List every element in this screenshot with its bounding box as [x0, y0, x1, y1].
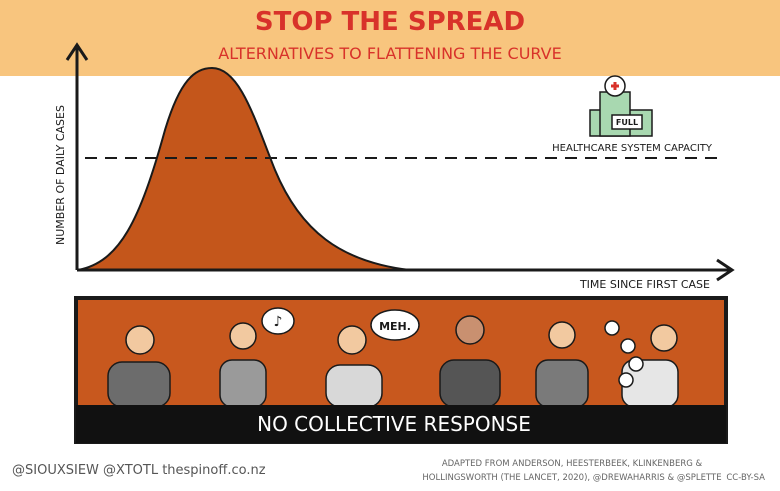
- capacity-label: HEALTHCARE SYSTEM CAPACITY: [552, 143, 713, 154]
- caption-band: [76, 405, 726, 443]
- caption: NO COLLECTIVE RESPONSE: [257, 412, 531, 436]
- music-note: ♪: [274, 314, 283, 330]
- title: STOP THE SPREAD: [255, 7, 525, 37]
- people: [107, 307, 679, 408]
- hospital-sign: FULL: [616, 118, 638, 127]
- x-axis-arrow: [716, 258, 735, 282]
- license: CC-BY-SA: [726, 473, 765, 483]
- x-axis-label: TIME SINCE FIRST CASE: [579, 278, 710, 291]
- source-line: ADAPTED FROM ANDERSON, HEESTERBEEK, KLIN…: [442, 459, 703, 469]
- epidemic-curve: [77, 66, 411, 271]
- hospital-icon: [589, 75, 653, 137]
- source-line: HOLLINGSWORTH (THE LANCET, 2020), @DREWA…: [422, 473, 721, 483]
- credits: @SIOUXSIEW @XTOTL thespinoff.co.nz: [12, 463, 266, 478]
- y-axis-arrow: [65, 42, 89, 61]
- speech-bubble: MEH.: [379, 320, 411, 333]
- y-axis-label: NUMBER OF DAILY CASES: [54, 105, 67, 245]
- subtitle: ALTERNATIVES TO FLATTENING THE CURVE: [218, 44, 561, 63]
- header-band: [0, 0, 780, 76]
